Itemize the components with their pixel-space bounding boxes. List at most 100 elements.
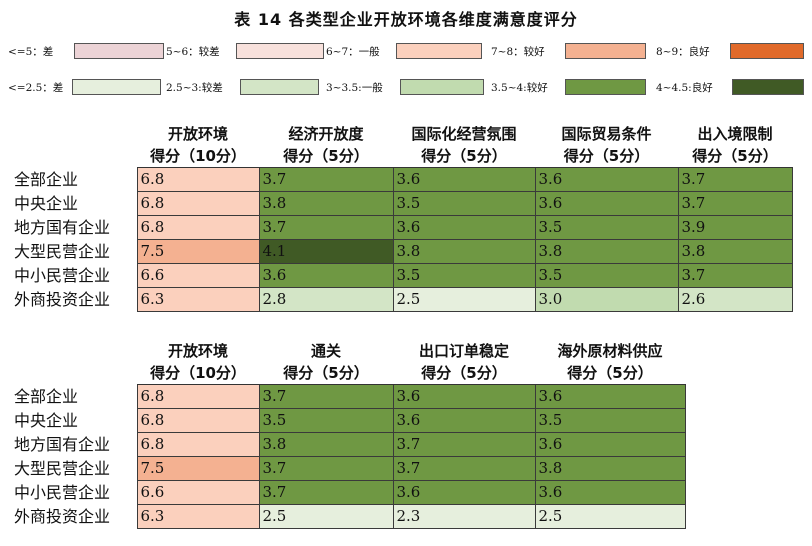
legend-swatch [730,43,804,59]
page-title: 表 14 各类型企业开放环境各维度满意度评分 [234,10,578,29]
dimension-score-cell: 3.8 [534,239,679,264]
dimension-score-cell: 2.6 [677,287,793,312]
header-line-2: 得分（5分） [283,364,369,382]
score-table-2: 开放环境 得分（10分） 通关 得分（5分） 出口订单稳定 得分（5分） 海外原材料供… [0,340,686,529]
open-score-cell: 6.3 [136,287,260,312]
row-label: 全部企业 [14,387,79,406]
header-line-1: 出口订单稳定 [418,342,509,360]
dimension-score-cell: 3.7 [677,263,793,288]
dimension-score-cell: 2.5 [534,504,686,529]
legend-label: <=5：差 [8,46,54,58]
legend-swatch [400,79,484,95]
header-line-1: 开放环境 [167,125,228,143]
header-line-1: 出入境限制 [697,125,773,143]
table-row: 中央企业 6.8 3.8 3.5 3.6 3.7 [0,191,793,216]
dimension-score-cell: 3.5 [258,408,394,433]
header-line-2: 得分（10分） [150,147,246,165]
table-row: 全部企业 6.8 3.7 3.6 3.6 [0,384,686,409]
dimension-score-cell: 3.8 [258,191,394,216]
row-label: 大型民营企业 [14,242,111,261]
column-header: 国际化经营氛围 得分（5分） [393,123,535,168]
table-row: 中小民营企业 6.6 3.6 3.5 3.5 3.7 [0,263,793,288]
dimension-score-cell: 3.6 [392,408,536,433]
legend-open: <=5：差 5~6：较差 6~7：一般 7~8：较好 8~9：良好 [0,41,812,63]
row-label: 中小民营企业 [14,266,111,285]
legend-swatch [565,79,646,95]
open-score-cell: 7.5 [136,456,260,481]
legend-label: 5~6：较差 [166,46,220,58]
header-line-1: 国际贸易条件 [561,125,652,143]
dimension-score-cell: 2.5 [392,287,536,312]
row-label: 地方国有企业 [14,218,111,237]
row-label: 全部企业 [14,170,79,189]
legend-swatch [396,43,482,59]
dimension-score-cell: 3.6 [534,167,679,192]
row-label: 大型民营企业 [14,459,111,478]
open-score-cell: 6.8 [136,432,260,457]
open-score-cell: 6.8 [136,408,260,433]
legend-swatch [732,79,804,95]
dimension-score-cell: 2.5 [258,504,394,529]
table-row: 大型民营企业 7.5 3.7 3.7 3.8 [0,456,686,481]
header-line-1: 经济开放度 [288,125,364,143]
column-header: 出口订单稳定 得分（5分） [393,340,535,385]
dimension-score-cell: 3.5 [392,191,536,216]
header-line-2: 得分（5分） [283,147,369,165]
table-row: 大型民营企业 7.5 4.1 3.8 3.8 3.8 [0,239,793,264]
dimension-score-cell: 3.9 [677,215,793,240]
table-row: 全部企业 6.8 3.7 3.6 3.6 3.7 [0,167,793,192]
open-score-cell: 6.8 [136,384,260,409]
header-line-2: 得分（5分） [692,147,778,165]
header-line-1: 海外原材料供应 [557,342,663,360]
dimension-score-cell: 3.6 [534,384,686,409]
score-table-1: 开放环境 得分（10分） 经济开放度 得分（5分） 国际化经营氛围 得分（5分） 国际… [0,123,793,312]
table-row: 地方国有企业 6.8 3.7 3.6 3.5 3.9 [0,215,793,240]
dimension-score-cell: 3.6 [392,215,536,240]
dimension-score-cell: 4.1 [258,239,394,264]
header-line-2: 得分（5分） [421,364,507,382]
table-header-row: 开放环境 得分（10分） 通关 得分（5分） 出口订单稳定 得分（5分） 海外原材料供… [0,340,685,385]
legend-label: 8~9：良好 [656,46,710,58]
column-header: 出入境限制得分（5分） [678,123,792,168]
dimension-score-cell: 3.7 [258,384,394,409]
header-line-2: 得分（5分） [563,147,650,165]
header-line-1: 国际化经营氛围 [411,125,517,143]
table-row: 外商投资企业 6.3 2.5 2.3 2.5 [0,504,686,529]
legend-label: 6~7：一般 [326,46,380,58]
dimension-score-cell: 3.5 [534,263,679,288]
open-score-cell: 6.8 [136,191,260,216]
table-row: 中小民营企业 6.6 3.7 3.6 3.6 [0,480,686,505]
row-label: 地方国有企业 [14,435,111,454]
column-header: 通关 得分（5分） [259,340,393,385]
header-line-1: 开放环境 [167,342,228,360]
dimension-score-cell: 2.8 [258,287,394,312]
dimension-score-cell: 3.7 [677,167,793,192]
open-score-cell: 6.8 [136,167,260,192]
header-line-2: 得分（5分） [421,147,507,165]
table-row: 中央企业 6.8 3.5 3.6 3.5 [0,408,686,433]
dimension-score-cell: 3.6 [392,384,536,409]
dimension-score-cell: 3.0 [534,287,679,312]
table-header-row: 开放环境 得分（10分） 经济开放度 得分（5分） 国际化经营氛围 得分（5分） 国际… [0,123,792,168]
row-label: 中央企业 [14,411,79,430]
dimension-score-cell: 3.5 [534,215,679,240]
legend-label: 3~3.5:一般 [326,82,383,94]
legend-swatch [240,79,319,95]
legend-label: <=2.5：差 [8,82,64,94]
dimension-score-cell: 3.6 [392,167,536,192]
column-header: 海外原材料供应 得分（5分） [535,340,685,385]
legend-label: 2.5~3:较差 [166,82,223,94]
dimension-score-cell: 3.8 [392,239,536,264]
column-header: 开放环境得分（10分） [137,123,259,168]
open-score-cell: 7.5 [136,239,260,264]
corner-cell [0,123,137,168]
dimension-score-cell: 3.5 [392,263,536,288]
legend-swatch [72,79,161,95]
dimension-score-cell: 3.6 [534,191,679,216]
legend-swatch [565,43,646,59]
dimension-score-cell: 2.3 [392,504,536,529]
dimension-score-cell: 3.8 [258,432,394,457]
dimension-score-cell: 3.6 [534,432,686,457]
column-header: 开放环境 得分（10分） [137,340,259,385]
open-score-cell: 6.6 [136,480,260,505]
